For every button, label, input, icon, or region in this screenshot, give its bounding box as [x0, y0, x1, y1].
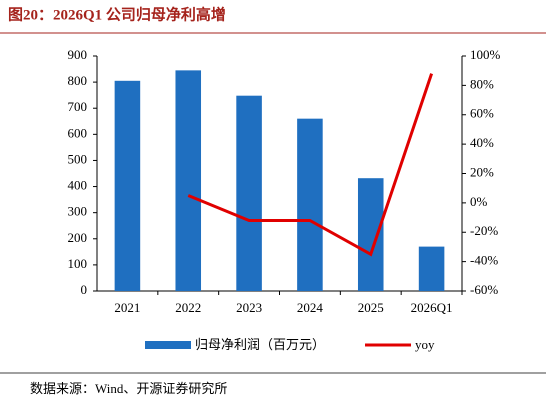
- y2-tick-label: -20%: [470, 223, 498, 238]
- x-tick-label: 2024: [297, 300, 324, 315]
- y-tick-label: 0: [81, 282, 88, 297]
- legend-label: 归母净利润（百万元）: [195, 337, 325, 352]
- y2-tick-label: -60%: [470, 282, 498, 297]
- y-tick-label: 900: [68, 47, 88, 62]
- y-tick-label: 700: [68, 99, 88, 114]
- y2-tick-label: 40%: [470, 135, 494, 150]
- y-tick-label: 100: [68, 256, 88, 271]
- source: 数据来源：Wind、开源证券研究所: [30, 381, 227, 396]
- y2-tick-label: 0%: [470, 194, 488, 209]
- line: [187, 73, 434, 257]
- bar: [357, 178, 384, 291]
- y2-tick-label: 60%: [470, 106, 494, 121]
- bar: [236, 95, 262, 291]
- y-tick-label: 600: [68, 125, 88, 140]
- y-tick-label: 200: [68, 230, 88, 245]
- x-tick-label: 2025: [358, 300, 384, 315]
- y-tick-label: 800: [68, 73, 88, 88]
- x-tick-label: 2026Q1: [411, 300, 453, 315]
- y-tick-label: 300: [68, 204, 88, 219]
- x-tick-label: 2023: [236, 300, 262, 315]
- bar: [297, 118, 323, 292]
- bar: [114, 80, 141, 291]
- bar: [418, 246, 445, 291]
- x-tick-label: 2021: [114, 300, 140, 315]
- y2-tick-label: 20%: [470, 164, 494, 179]
- y-tick-label: 400: [68, 178, 88, 193]
- y2-tick-label: -40%: [470, 253, 498, 268]
- y2-tick-label: 100%: [470, 47, 501, 62]
- y2-tick-label: 80%: [470, 76, 494, 91]
- chart-title: 图20：2026Q1 公司归母净利高增: [8, 5, 226, 23]
- bar: [175, 70, 202, 291]
- x-tick-label: 2022: [175, 300, 201, 315]
- legend-label: yoy: [415, 337, 435, 352]
- y-tick-label: 500: [68, 151, 88, 166]
- legend-swatch: [145, 341, 191, 349]
